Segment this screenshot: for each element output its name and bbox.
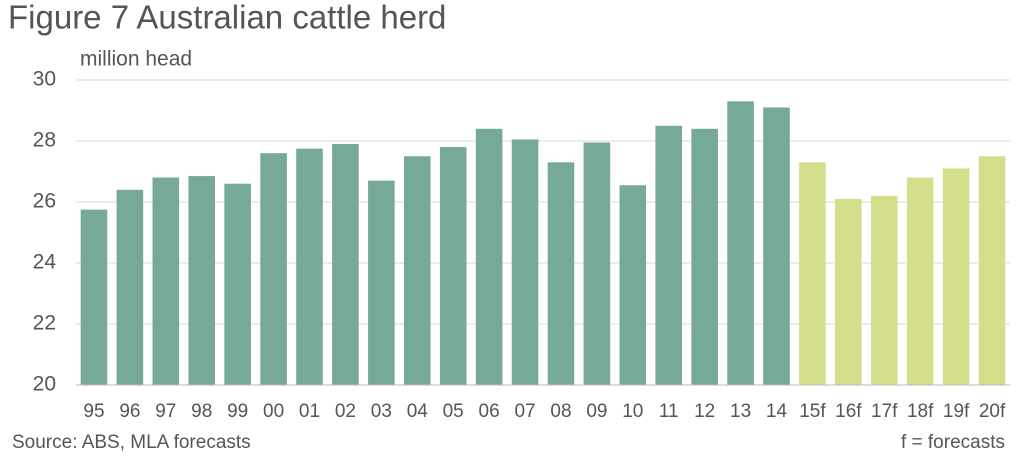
y-axis-label: million head [80,48,192,71]
bar [260,153,287,385]
y-tick-label: 28 [33,129,56,152]
bar [655,125,683,385]
x-tick-label: 97 [155,401,176,422]
bar [368,180,395,385]
x-tick-label: 07 [514,401,535,422]
bar [439,147,467,385]
bar [547,162,575,385]
x-tick-label: 13 [730,401,751,422]
x-tick-label: 00 [263,401,284,422]
x-tick-label: 02 [335,401,356,422]
bar [763,107,790,385]
x-tick-label: 06 [479,401,500,422]
x-tick-label: 99 [227,401,248,422]
x-tick-label: 17f [871,401,898,422]
y-tick-label: 30 [33,68,56,91]
x-tick-label: 18f [907,401,934,422]
bar [152,177,180,385]
bar [978,156,1006,385]
x-tick-label: 11 [659,401,679,422]
chart-title: Figure 7 Australian cattle herd [8,0,446,36]
x-tick-label: 96 [119,401,140,422]
source: Source: ABS, MLA forecasts [12,432,251,453]
bar [583,142,611,385]
x-tick-label: 04 [407,401,429,422]
x-tick-label: 16f [835,401,862,422]
x-tick-label: 19f [943,401,970,422]
x-tick-label: 14 [766,401,788,422]
x-tick-label: 15f [799,401,826,422]
bar [296,148,323,385]
bar [332,144,359,385]
note: f = forecasts [901,432,1005,453]
bar [403,156,431,385]
x-tick-label: 10 [622,401,643,422]
bar [727,101,754,385]
x-tick-label: 12 [694,401,715,422]
bar [188,176,216,385]
bar [835,198,862,385]
bar [799,162,826,385]
x-tick-label: 20f [979,401,1006,422]
bar [511,139,539,385]
bar [691,128,718,386]
bar [906,177,934,385]
y-tick-label: 26 [33,190,56,213]
bar [116,189,144,385]
bar [224,183,251,385]
x-tick-label: 01 [299,401,320,422]
bar [80,209,108,385]
bar [475,128,503,386]
x-tick-label: 09 [586,401,607,422]
y-tick-label: 22 [33,312,56,335]
bar [942,168,970,385]
y-tick-label: 24 [33,251,57,274]
x-tick-label: 98 [191,401,212,422]
x-tick-label: 03 [371,401,392,422]
x-tick-label: 05 [443,401,464,422]
bar [619,185,647,385]
x-tick-label: 08 [550,401,571,422]
x-tick-label: 95 [83,401,104,422]
y-tick-label: 20 [33,373,56,396]
bar [870,195,898,385]
